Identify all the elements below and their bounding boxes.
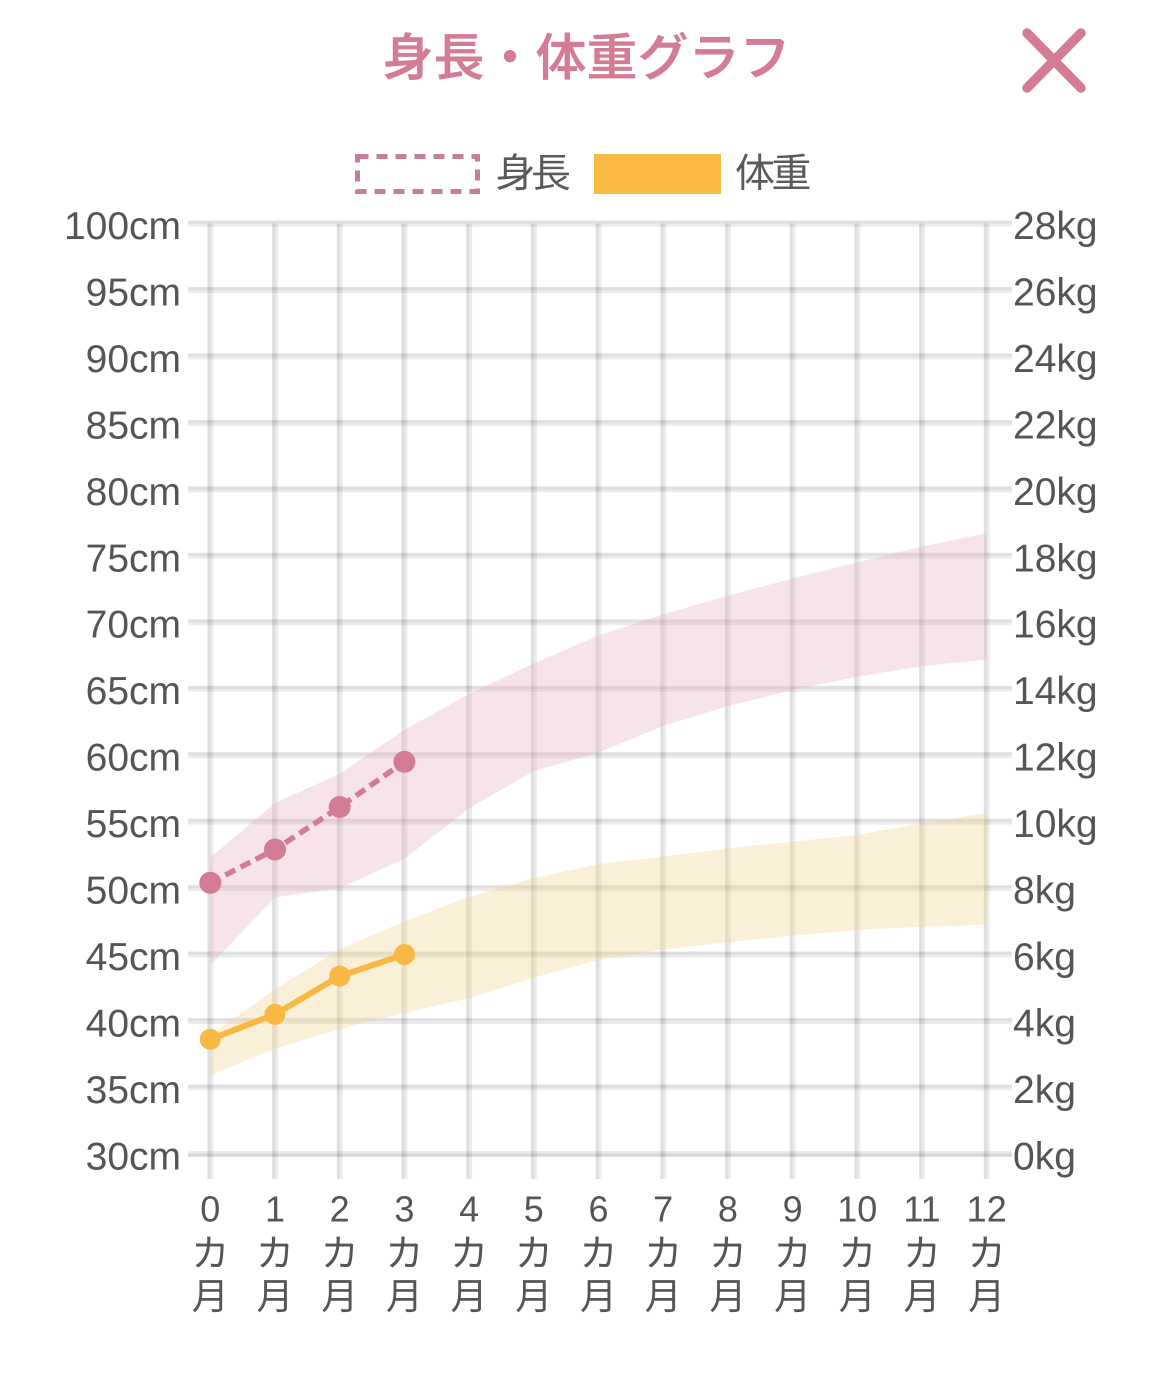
svg-text:70cm: 70cm [86, 604, 181, 647]
svg-text:2kg: 2kg [1013, 1069, 1076, 1112]
svg-text:7: 7 [653, 1189, 673, 1230]
svg-text:5: 5 [524, 1189, 544, 1230]
svg-text:18kg: 18kg [1013, 537, 1098, 580]
svg-text:50cm: 50cm [86, 870, 181, 913]
svg-text:20kg: 20kg [1013, 471, 1098, 514]
svg-text:28kg: 28kg [1013, 205, 1098, 248]
svg-text:35cm: 35cm [86, 1069, 181, 1112]
svg-text:95cm: 95cm [86, 272, 181, 315]
svg-text:0: 0 [200, 1189, 220, 1230]
svg-text:6: 6 [588, 1189, 608, 1230]
svg-text:16kg: 16kg [1013, 604, 1098, 647]
svg-text:30cm: 30cm [86, 1135, 181, 1178]
svg-text:0kg: 0kg [1013, 1135, 1076, 1178]
svg-text:26kg: 26kg [1013, 272, 1098, 315]
svg-text:24kg: 24kg [1013, 338, 1098, 381]
svg-text:3: 3 [394, 1189, 414, 1230]
svg-text:9: 9 [783, 1189, 803, 1230]
svg-text:55cm: 55cm [86, 803, 181, 846]
svg-text:80cm: 80cm [86, 471, 181, 514]
svg-text:6kg: 6kg [1013, 936, 1076, 979]
svg-text:90cm: 90cm [86, 338, 181, 381]
svg-text:14kg: 14kg [1013, 670, 1098, 713]
svg-text:4kg: 4kg [1013, 1003, 1076, 1046]
svg-text:85cm: 85cm [86, 404, 181, 447]
svg-text:100cm: 100cm [64, 205, 181, 248]
svg-text:65cm: 65cm [86, 670, 181, 713]
svg-text:10kg: 10kg [1013, 803, 1098, 846]
svg-text:4: 4 [459, 1189, 479, 1230]
svg-text:10: 10 [837, 1189, 877, 1230]
svg-text:11: 11 [903, 1189, 940, 1230]
svg-text:12kg: 12kg [1013, 737, 1098, 780]
svg-text:60cm: 60cm [86, 737, 181, 780]
svg-text:22kg: 22kg [1013, 404, 1098, 447]
svg-text:40cm: 40cm [86, 1003, 181, 1046]
svg-text:75cm: 75cm [86, 537, 181, 580]
svg-text:2: 2 [330, 1189, 350, 1230]
svg-text:12: 12 [967, 1189, 1007, 1230]
svg-text:8: 8 [718, 1189, 738, 1230]
svg-text:1: 1 [265, 1189, 285, 1230]
svg-text:45cm: 45cm [86, 936, 181, 979]
svg-text:8kg: 8kg [1013, 870, 1076, 913]
